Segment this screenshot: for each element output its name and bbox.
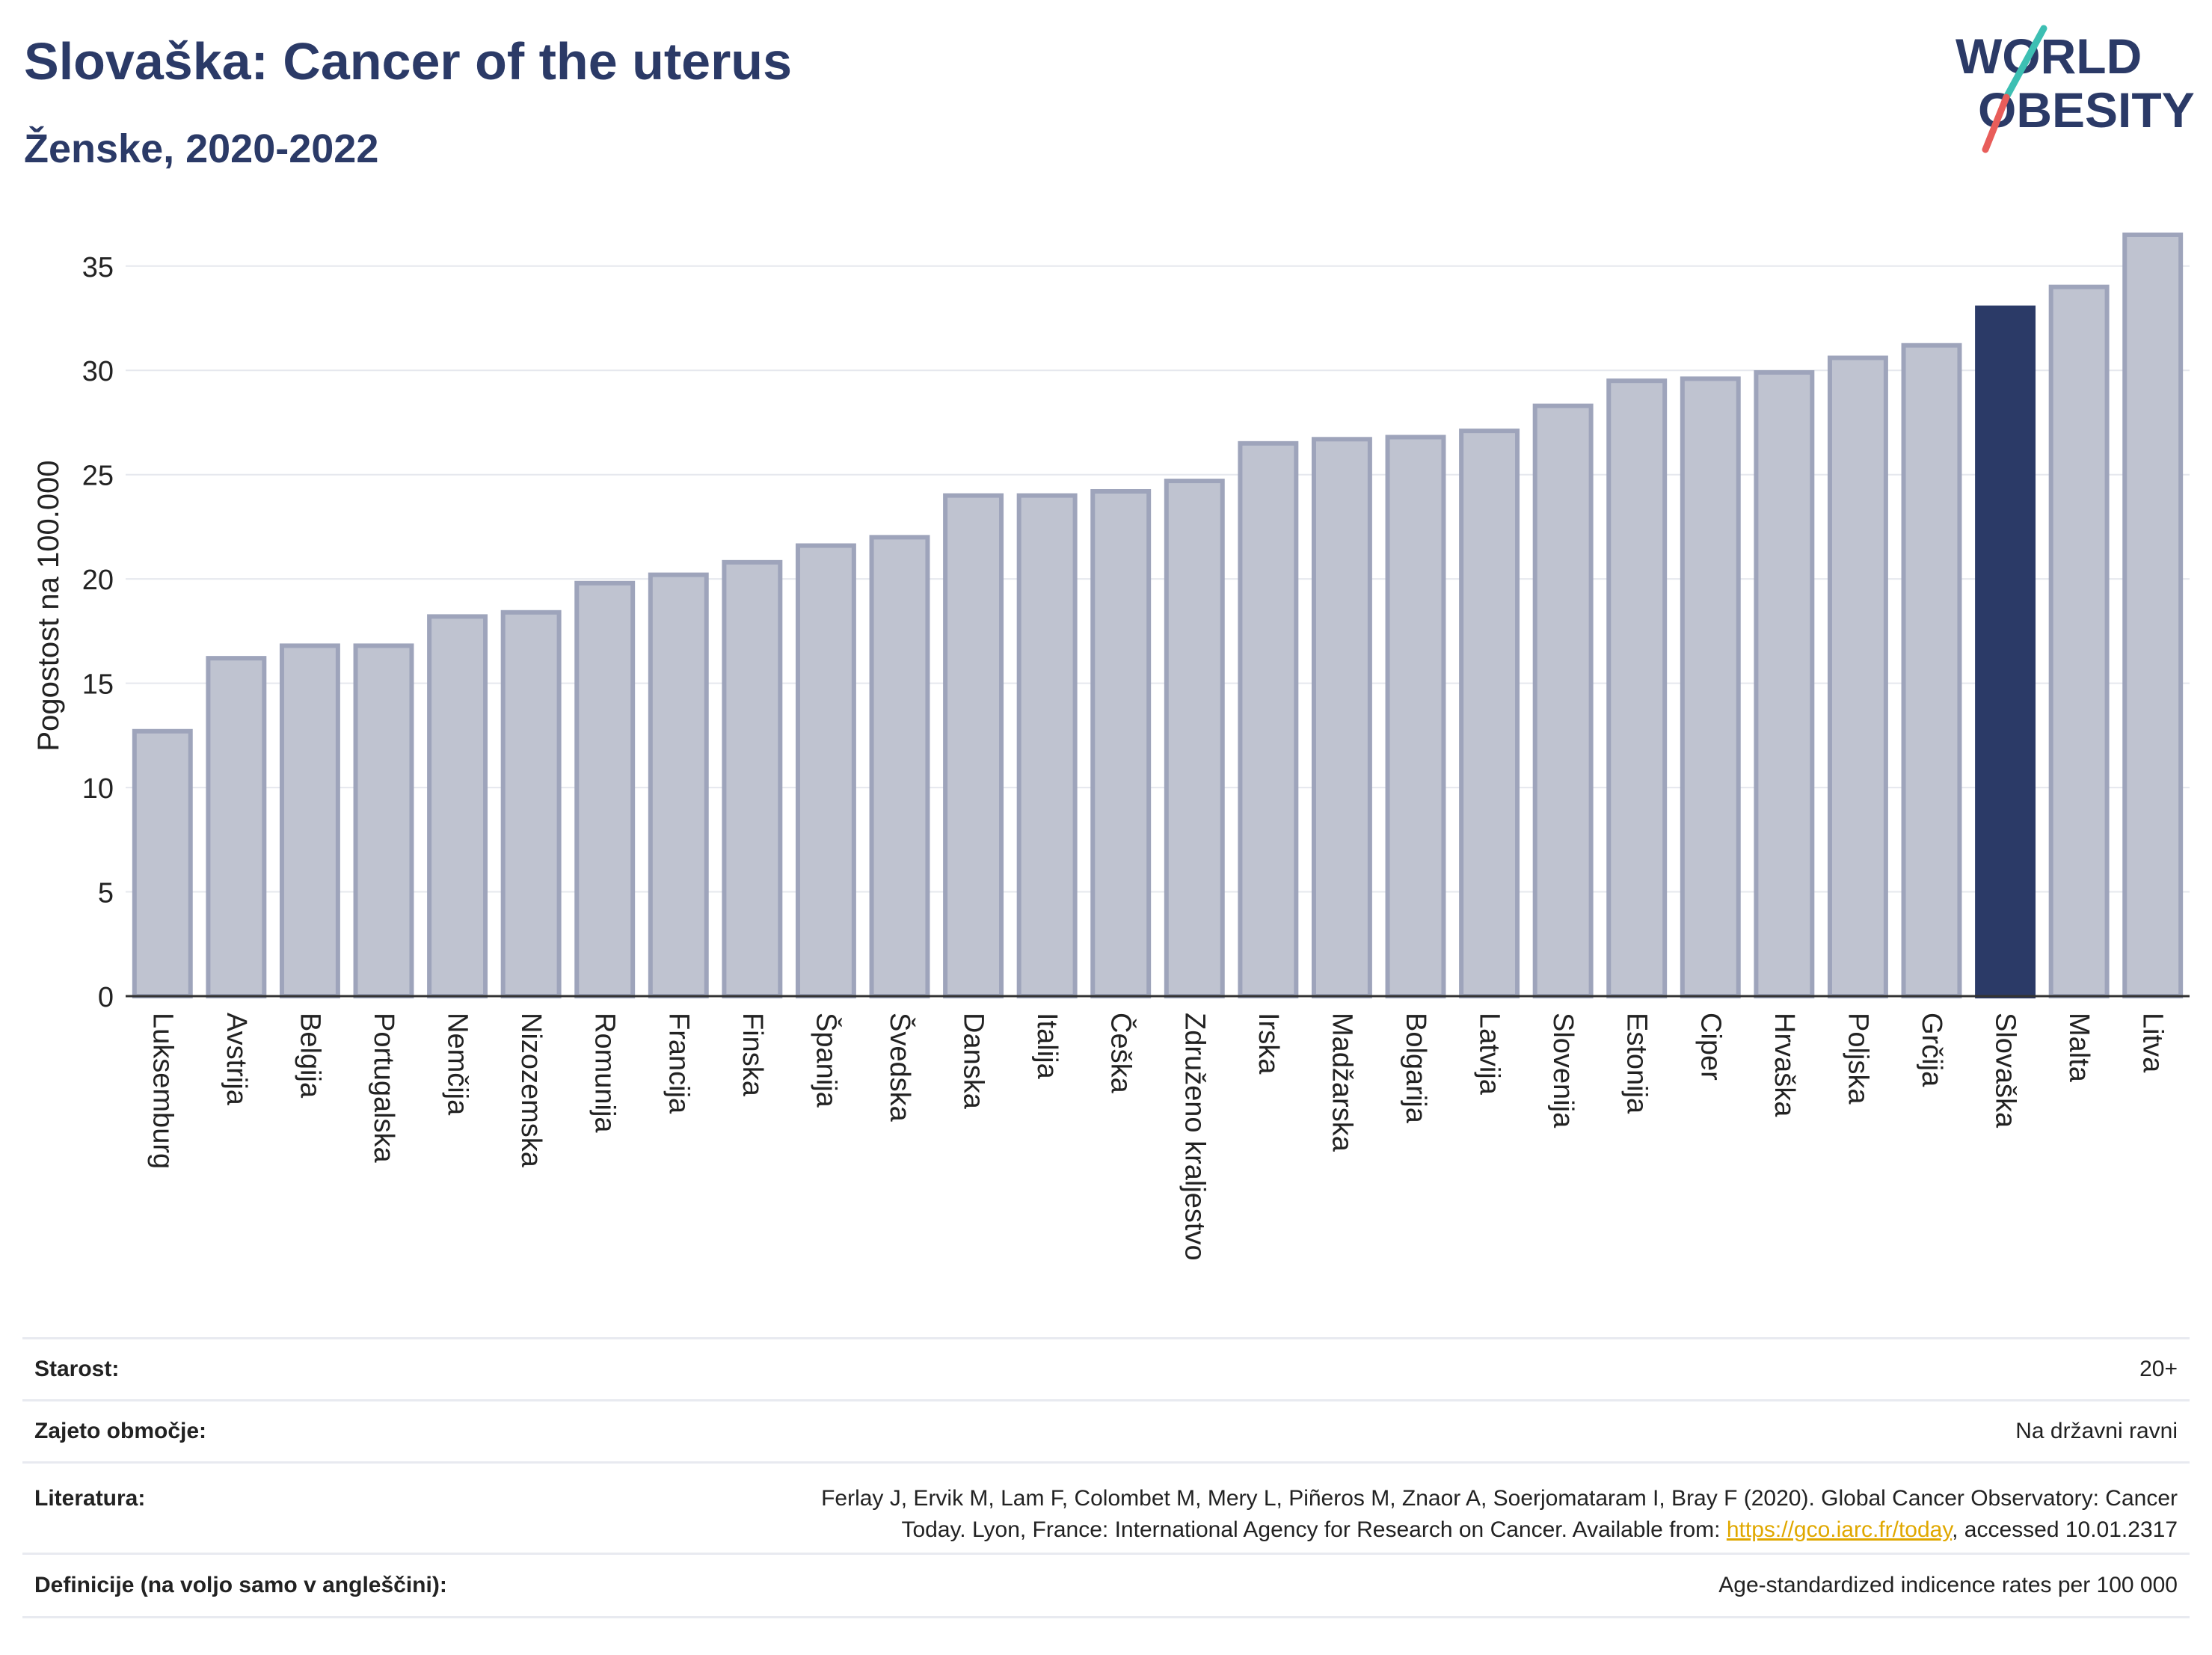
bar-7 — [574, 580, 636, 998]
chart-subtitle: Ženske, 2020-2022 — [24, 126, 379, 171]
x-tick-label: Madžarska — [1326, 1013, 1357, 1152]
x-tick-label: Finska — [737, 1013, 768, 1097]
x-tick-label: Ciper — [1695, 1013, 1726, 1081]
y-tick-label: 20 — [82, 565, 114, 596]
bars — [132, 232, 2184, 999]
x-tick-label: Francija — [663, 1013, 694, 1114]
bar-10 — [795, 543, 856, 998]
x-tick-label: Španija — [810, 1013, 843, 1108]
y-tick-labels: 0 5 10 15 20 25 30 35 — [82, 252, 114, 1013]
y-tick-label: 30 — [82, 356, 114, 387]
y-axis-label: Pogostost na 100.000 — [32, 460, 65, 751]
x-tick-label: Danska — [958, 1013, 989, 1110]
definitions-value: Age-standardized indicence rates per 100… — [1718, 1573, 2178, 1597]
bar-9 — [722, 559, 783, 998]
bar-13 — [1016, 493, 1078, 998]
bar-11 — [869, 535, 930, 998]
literature-value: Ferlay J, Ervik M, Lam F, Colombet M, Me… — [821, 1483, 2190, 1546]
x-tick-label: Latvija — [1474, 1013, 1505, 1096]
bar-5 — [427, 614, 488, 998]
bar-12 — [943, 493, 1004, 998]
bar-1 — [132, 728, 193, 998]
x-tick-label: Poljska — [1842, 1013, 1873, 1105]
x-tick-label: Italija — [1031, 1013, 1063, 1080]
y-tick-label: 15 — [82, 669, 114, 701]
info-row-definitions: Definicije (na voljo samo v angleščini):… — [22, 1553, 2190, 1618]
info-row-age: Starost: 20+ — [22, 1337, 2190, 1399]
bar-4 — [353, 643, 414, 998]
info-row-coverage: Zajeto območje: Na državni ravni — [22, 1399, 2190, 1461]
bar-23 — [1754, 370, 1815, 999]
bar-26 — [1975, 305, 2036, 998]
bar-2 — [206, 656, 267, 999]
bar-14 — [1090, 489, 1152, 998]
bar-18 — [1385, 435, 1446, 998]
literature-line2-prefix: Today. Lyon, France: International Agenc… — [901, 1517, 1727, 1542]
x-tick-label: Avstrija — [221, 1013, 252, 1106]
bar-20 — [1532, 403, 1594, 998]
x-tick-label: Luksemburg — [147, 1013, 178, 1169]
x-tick-label: Estonija — [1621, 1013, 1653, 1114]
x-tick-label: Nemčija — [442, 1013, 473, 1116]
chart-title: Slovaška: Cancer of the uterus — [24, 32, 792, 90]
x-tick-label: Irska — [1253, 1013, 1284, 1075]
bar-24 — [1827, 355, 1888, 998]
bar-16 — [1238, 440, 1299, 998]
coverage-value: Na državni ravni — [2015, 1419, 2178, 1443]
literature-link[interactable]: https://gco.iarc.fr/today — [1726, 1517, 1953, 1542]
x-tick-label: Nizozemska — [515, 1013, 547, 1168]
x-tick-label: Grčija — [1916, 1013, 1947, 1087]
bar-22 — [1680, 376, 1741, 998]
literature-label: Literatura: — [34, 1486, 146, 1511]
y-tick-label: 5 — [98, 878, 114, 909]
logo-line2: OBESITY — [1978, 82, 2195, 138]
x-tick-label: Romunija — [589, 1013, 621, 1133]
x-tick-label: Švedska — [884, 1013, 917, 1123]
bar-8 — [648, 572, 709, 998]
y-tick-label: 25 — [82, 461, 114, 492]
bar-chart: 0 5 10 15 20 25 30 35 Luksemburg Avstrija Belgija… — [32, 232, 2190, 1261]
age-label: Starost: — [34, 1357, 120, 1381]
age-value: 20+ — [2139, 1357, 2178, 1381]
literature-line2-suffix: , accessed 10.01.2317 — [1952, 1517, 2178, 1542]
y-tick-label: 35 — [82, 252, 114, 283]
logo-slash-teal — [2003, 25, 2047, 101]
logo-slash-red — [1982, 93, 2010, 153]
literature-line1: Ferlay J, Ervik M, Lam F, Colombet M, Me… — [821, 1486, 2178, 1511]
bar-21 — [1606, 378, 1668, 998]
x-tick-labels: Luksemburg Avstrija Belgija Portugalska Nemč… — [147, 1013, 2168, 1261]
y-tick-label: 10 — [82, 773, 114, 805]
x-tick-label: Hrvaška — [1769, 1013, 1800, 1117]
x-tick-label: Združeno kraljestvo — [1179, 1013, 1210, 1261]
bar-6 — [500, 610, 562, 998]
x-tick-label: Slovaška — [1990, 1013, 2021, 1129]
bar-15 — [1164, 479, 1225, 998]
coverage-label: Zajeto območje: — [34, 1419, 207, 1443]
y-tick-label: 0 — [98, 982, 114, 1013]
x-tick-label: Belgija — [294, 1013, 325, 1099]
bar-17 — [1311, 437, 1372, 998]
bar-25 — [1901, 343, 1962, 999]
x-tick-label: Češka — [1105, 1013, 1138, 1094]
world-obesity-logo: WORLD OBESITY — [1956, 25, 2195, 153]
info-table: Starost: 20+ Zajeto območje: Na državni … — [22, 1337, 2190, 1618]
x-tick-label: Slovenija — [1547, 1013, 1579, 1129]
x-tick-label: Portugalska — [368, 1013, 399, 1164]
logo-line1: WORLD — [1956, 28, 2142, 84]
x-tick-label: Malta — [2063, 1013, 2095, 1083]
definitions-label: Definicije (na voljo samo v angleščini): — [34, 1573, 447, 1597]
x-tick-label: Bolgarija — [1400, 1013, 1431, 1124]
x-tick-label: Litva — [2137, 1013, 2169, 1073]
bar-27 — [2048, 284, 2110, 999]
bar-19 — [1459, 429, 1520, 998]
bar-3 — [279, 643, 340, 998]
bar-28 — [2122, 232, 2184, 999]
info-row-literature: Literatura: Ferlay J, Ervik M, Lam F, Co… — [22, 1461, 2190, 1553]
